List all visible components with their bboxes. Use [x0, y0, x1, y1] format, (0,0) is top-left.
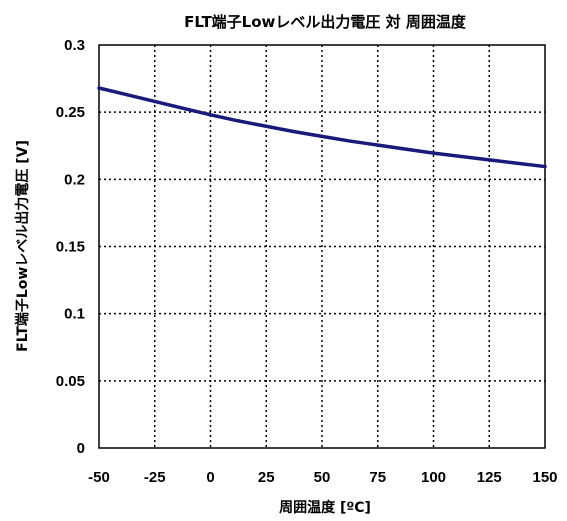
plot-frame [98, 44, 546, 449]
x-tick-label: 100 [421, 469, 446, 486]
chart-title: FLT端子Lowレベル出力電圧 対 周囲温度 [184, 13, 467, 31]
x-tick-label: 25 [258, 469, 275, 486]
x-tick-label: 125 [477, 469, 502, 486]
y-tick-label: 0.2 [64, 171, 85, 188]
y-tick-label: 0.25 [56, 104, 85, 121]
y-tick-label: 0.3 [64, 37, 85, 54]
x-tick-label: -25 [144, 469, 166, 486]
x-tick-label: 150 [532, 469, 557, 486]
x-axis-label: 周囲温度 [ºC] [279, 499, 371, 516]
series-line-0 [97, 86, 547, 169]
y-tick-label: 0.1 [64, 306, 85, 323]
x-tick-label: 0 [206, 469, 214, 486]
y-axis-label: FLT端子Lowレベル出力電圧 [V] [14, 140, 31, 352]
x-tick-label: -50 [88, 469, 110, 486]
x-tick-label: 75 [369, 469, 386, 486]
series-layer [97, 86, 547, 169]
y-tick-label: 0.05 [56, 373, 85, 390]
x-tick-label: 50 [314, 469, 331, 486]
x-tick-labels: -50 -25 0 25 50 75 100 125 150 [88, 469, 557, 486]
y-tick-label: 0 [77, 440, 85, 457]
y-tick-label: 0.15 [56, 239, 85, 256]
y-tick-labels: 0 0.05 0.1 0.15 0.2 0.25 0.3 [56, 37, 85, 457]
grid [99, 45, 545, 448]
